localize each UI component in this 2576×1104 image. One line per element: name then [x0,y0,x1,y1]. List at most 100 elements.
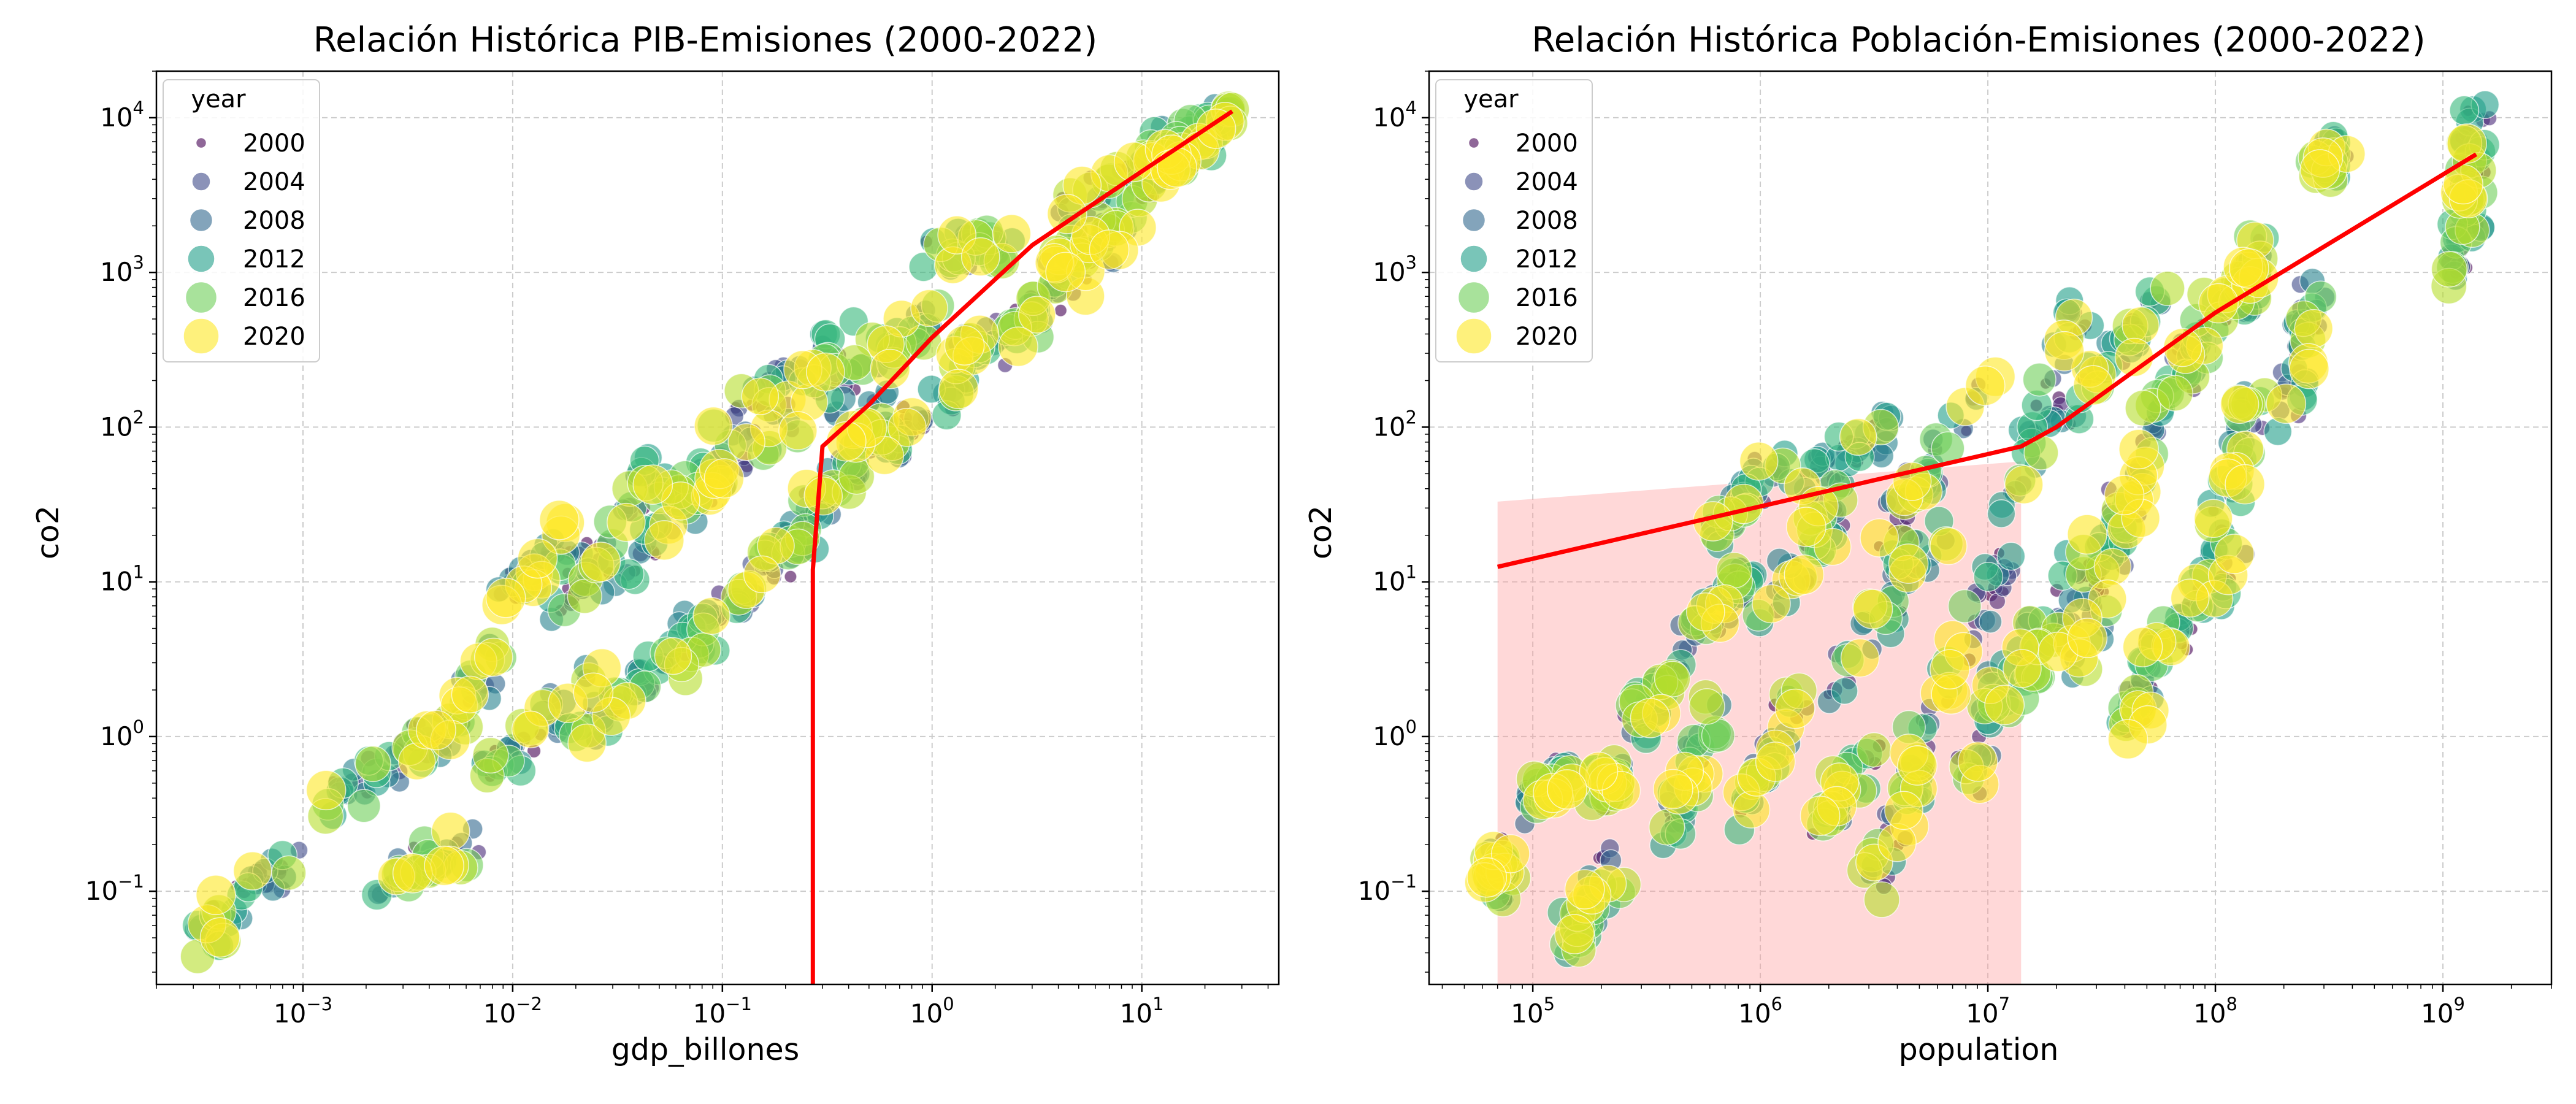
scatter-point [1947,589,1982,623]
scatter-point [512,710,550,749]
right-chart-title: Relación Histórica Población-Emisiones (… [1531,20,2425,60]
scatter-point [1987,499,2016,528]
scatter-point [472,737,509,774]
legend-marker [187,245,215,273]
legend-marker [189,208,213,232]
scatter-point [474,637,513,677]
scatter-point [2214,534,2255,574]
legend-label: 2020 [243,323,305,351]
scatter-point [2447,123,2487,164]
y-tick-label: 104 [1373,98,1417,132]
scatter-point [431,811,470,851]
scatter-point [2093,548,2132,586]
scatter-point [305,770,347,811]
scatter-points [1464,90,2501,968]
scatter-point [2004,465,2044,504]
y-tick-label: 101 [1373,562,1417,597]
scatter-point [2225,464,2266,505]
y-tick-label: 103 [100,252,144,287]
scatter-point [2289,348,2329,389]
scatter-point [870,348,911,389]
scatter-point [355,745,391,783]
scatter-point [778,411,818,450]
trend-line [1497,152,2478,569]
x-tick-label: 10−1 [693,994,752,1029]
legend-marker [195,137,207,149]
scatter-point [451,675,489,714]
scatter-point [887,407,927,447]
scatter-point [741,377,780,415]
legend-marker [1464,172,1484,191]
scatter-point [2156,375,2193,412]
scatter-point [2122,627,2163,667]
scatter-point [232,851,272,891]
scatter-point [944,325,985,366]
scatter-point [1018,296,1056,334]
scatter-point [938,369,979,410]
legend-label: 2008 [243,207,305,235]
y-tick-label: 102 [100,407,144,442]
scatter-point [2299,149,2340,190]
legend-label: 2008 [1516,207,1578,235]
scatter-point [1466,857,1508,898]
scatter-point [1652,769,1693,810]
legend-marker [191,172,211,191]
y-tick-label: 100 [100,716,144,751]
plot-frame [1428,70,2553,986]
scatter-point [2125,389,2161,427]
scatter-point [2193,499,2233,539]
y-tick-label: 103 [1373,252,1417,287]
scatter-point [485,577,526,618]
scatter-point [1852,589,1893,629]
legend-marker [183,318,220,355]
scatter-point [539,500,580,540]
y-tick-label: 10−1 [85,871,144,906]
scatter-point [1715,551,1753,589]
scatter-point [727,423,765,461]
scatter-point [1564,869,1605,910]
scatter-point [703,458,745,499]
scatter-point [743,555,781,594]
scatter-point [2118,429,2159,470]
scatter-point [1547,769,1587,810]
scatter-point [2044,331,2085,372]
x-tick-label: 109 [2421,994,2465,1029]
scatter-point [1979,610,2003,634]
scatter-point [607,502,646,542]
legend-label: 2012 [1516,245,1578,274]
scatter-point [910,289,948,328]
legend-marker [1455,318,1492,355]
scatter-point [1888,543,1929,584]
legend-marker [1468,137,1480,149]
legend-title: year [1463,85,1519,113]
legend-label: 2016 [243,284,305,312]
scatter-point [692,597,730,635]
scatter-point [1579,751,1619,791]
legend-label: 2020 [1516,323,1578,351]
legend-title: year [191,85,246,113]
x-tick-label: 106 [1738,994,1782,1029]
scatter-point [271,855,307,891]
scatter-point [2122,306,2160,345]
scatter-point [1984,684,2025,726]
scatter-point [2198,283,2239,324]
scatter-point [1784,554,1825,595]
scatter-point [1774,688,1815,729]
scatter-point [1786,507,1827,547]
x-tick-label: 105 [1511,994,1555,1029]
scatter-point [2294,309,2334,348]
scatter-point [2220,385,2260,424]
scatter-point [1814,527,1852,566]
x-tick-label: 10−3 [274,994,332,1029]
scatter-point [1045,251,1086,293]
x-tick-label: 10−2 [483,994,542,1029]
scatter-point [1630,697,1671,738]
scatter-point [424,845,464,886]
scatter-point [2150,270,2185,306]
right-chart-panel: Relación Histórica Población-Emisiones (… [1303,20,2553,1067]
scatter-point [416,710,456,751]
scatter-point [960,237,1000,277]
scatter-point [1877,822,1917,862]
legend: year 2000 2004 2008 2012 2016 2020 [163,79,320,362]
